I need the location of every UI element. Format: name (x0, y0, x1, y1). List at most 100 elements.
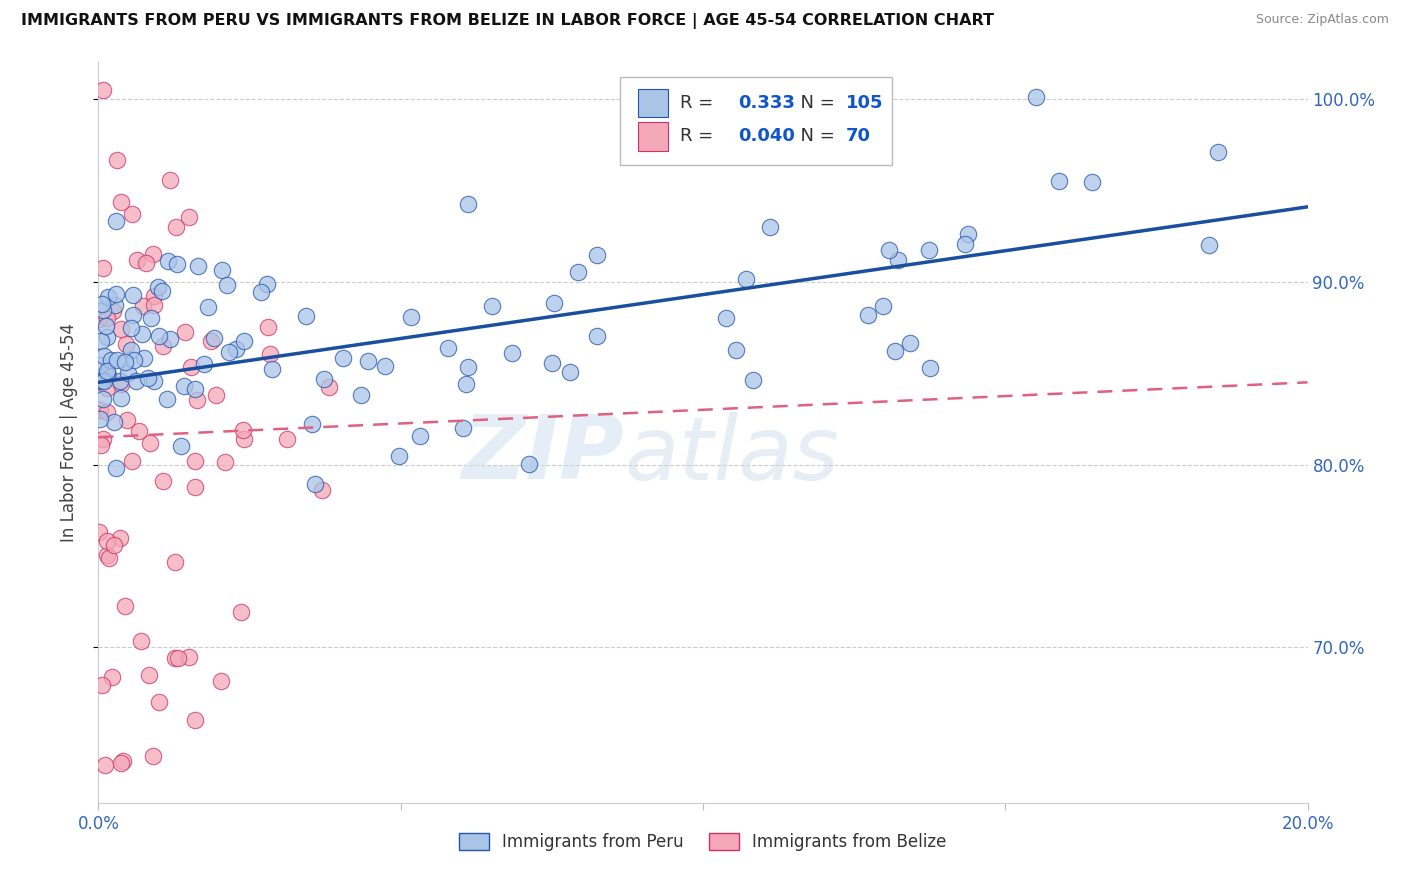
Text: R =: R = (681, 128, 718, 145)
Point (96, 381, 118, 395)
Point (920, 360, 942, 375)
Text: ZIP: ZIP (461, 411, 624, 499)
Point (233, 334, 256, 349)
Point (879, 243, 901, 257)
Point (101, 670, 124, 684)
Point (457, 359, 479, 374)
Point (152, 339, 174, 353)
Point (97, 290, 120, 304)
Point (94, 758, 117, 772)
Point (436, 341, 458, 355)
Point (350, 388, 373, 402)
Point (132, 299, 155, 313)
Point (451, 421, 474, 435)
Text: R =: R = (681, 95, 718, 112)
Point (211, 263, 233, 277)
Point (90, 334, 112, 348)
Point (956, 227, 979, 241)
Point (170, 439, 193, 453)
Point (96, 330, 118, 344)
Point (110, 756, 132, 770)
Point (884, 344, 907, 359)
Point (166, 257, 188, 271)
Point (200, 334, 222, 349)
Point (918, 243, 941, 257)
Point (135, 256, 157, 270)
Point (112, 754, 135, 768)
Point (110, 194, 132, 209)
Point (156, 254, 179, 268)
Point (142, 749, 165, 764)
Point (91, 432, 114, 446)
Point (138, 667, 160, 681)
Point (586, 248, 609, 262)
Point (481, 299, 503, 313)
Point (87, 312, 110, 326)
Point (159, 173, 181, 187)
Point (87, 525, 110, 540)
Text: 70: 70 (845, 128, 870, 145)
Point (97, 368, 120, 383)
Point (218, 345, 240, 359)
Point (1198, 237, 1220, 252)
Point (90, 438, 112, 452)
Point (1025, 90, 1047, 104)
Point (312, 372, 335, 386)
Point (103, 415, 125, 429)
Point (122, 353, 145, 368)
Point (166, 651, 188, 665)
Point (183, 713, 205, 727)
Point (89, 374, 111, 388)
Point (125, 253, 148, 268)
Point (89, 358, 111, 372)
Point (115, 336, 138, 351)
Point (256, 277, 278, 291)
Text: N =: N = (789, 128, 841, 145)
Point (148, 329, 170, 343)
Point (105, 287, 128, 301)
Point (173, 326, 195, 340)
Point (759, 220, 782, 235)
Point (104, 298, 127, 312)
Point (205, 388, 228, 402)
Point (110, 376, 132, 391)
Point (121, 453, 143, 467)
Point (104, 461, 127, 475)
Point (586, 328, 609, 343)
Text: 105: 105 (845, 95, 883, 112)
Point (214, 455, 236, 469)
Point (186, 392, 208, 407)
Point (142, 247, 165, 261)
Point (165, 555, 187, 569)
Point (304, 477, 326, 491)
Point (96, 533, 118, 548)
FancyBboxPatch shape (620, 78, 891, 165)
Point (193, 357, 215, 371)
Point (146, 280, 169, 294)
Point (232, 423, 254, 437)
Point (128, 424, 150, 438)
Point (187, 259, 209, 273)
Point (121, 288, 143, 302)
Point (96, 405, 118, 419)
Point (387, 450, 409, 464)
Point (374, 359, 396, 373)
Point (454, 376, 477, 391)
Point (142, 298, 165, 312)
Point (399, 310, 422, 324)
Point (91, 392, 114, 407)
Point (409, 429, 432, 443)
Point (741, 373, 763, 387)
Y-axis label: In Labor Force | Age 45-54: In Labor Force | Age 45-54 (59, 323, 77, 542)
Point (898, 335, 921, 350)
Point (259, 346, 281, 360)
Point (256, 319, 278, 334)
Point (131, 326, 153, 341)
Point (225, 342, 247, 356)
Point (110, 391, 132, 405)
Point (121, 207, 143, 221)
Point (93, 368, 115, 382)
Point (177, 650, 200, 665)
Point (250, 285, 273, 299)
Point (150, 285, 173, 299)
